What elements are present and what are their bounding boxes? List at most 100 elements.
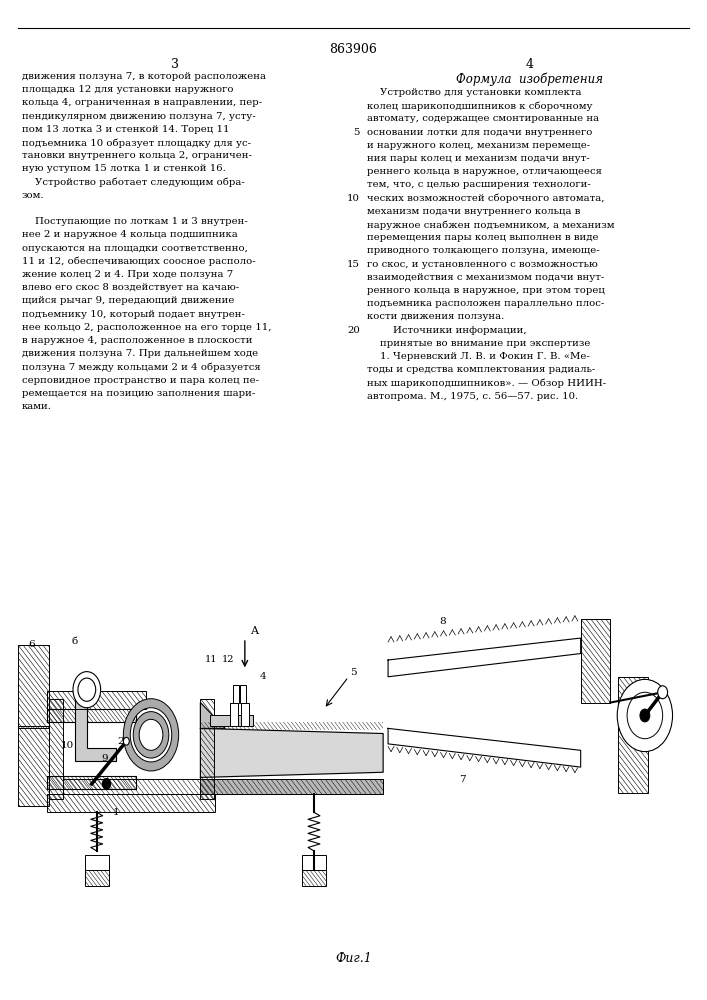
Wedge shape bbox=[133, 712, 169, 758]
Bar bbox=[85, 855, 109, 870]
Text: A: A bbox=[250, 626, 258, 636]
Bar bbox=[240, 685, 246, 703]
Text: ками.: ками. bbox=[22, 402, 52, 411]
Bar bbox=[18, 726, 49, 806]
Text: Поступающие по лоткам 1 и 3 внутрен-: Поступающие по лоткам 1 и 3 внутрен- bbox=[22, 217, 247, 226]
Text: принятые во внимание при экспертизе: принятые во внимание при экспертизе bbox=[367, 339, 590, 348]
Text: ползуна 7 между кольцами 2 и 4 образуется: ползуна 7 между кольцами 2 и 4 образуетс… bbox=[22, 362, 261, 372]
Text: механизм подачи внутреннего кольца в: механизм подачи внутреннего кольца в bbox=[367, 207, 580, 216]
Bar bbox=[241, 703, 249, 726]
Polygon shape bbox=[47, 776, 136, 789]
Text: ных шарикоподшипников». — Обзор НИИН-: ных шарикоподшипников». — Обзор НИИН- bbox=[367, 378, 606, 388]
Text: Фиг.1: Фиг.1 bbox=[335, 952, 372, 965]
Text: площадка 12 для установки наружного: площадка 12 для установки наружного bbox=[22, 85, 233, 94]
Text: 4: 4 bbox=[526, 58, 534, 71]
Bar bbox=[63, 704, 200, 794]
Circle shape bbox=[123, 737, 129, 745]
Text: опускаются на площадки соответственно,: опускаются на площадки соответственно, bbox=[22, 244, 248, 253]
Text: 11: 11 bbox=[205, 655, 218, 664]
Bar bbox=[85, 870, 109, 886]
Bar bbox=[63, 779, 383, 794]
Bar bbox=[302, 855, 326, 870]
Text: автомату, содержащее смонтированные на: автомату, содержащее смонтированные на bbox=[367, 114, 599, 123]
Text: нее 2 и наружное 4 кольца подшипника: нее 2 и наружное 4 кольца подшипника bbox=[22, 230, 238, 239]
Text: Формула  изобретения: Формула изобретения bbox=[457, 72, 604, 86]
Bar bbox=[18, 645, 49, 728]
Text: 11 и 12, обеспечивающих соосное располо-: 11 и 12, обеспечивающих соосное располо- bbox=[22, 257, 256, 266]
Text: 1. Черневский Л. В. и Фокин Г. В. «Ме-: 1. Черневский Л. В. и Фокин Г. В. «Ме- bbox=[367, 352, 590, 361]
Circle shape bbox=[103, 779, 110, 789]
Text: 10: 10 bbox=[60, 741, 74, 750]
Text: приводного толкающего ползуна, имеюще-: приводного толкающего ползуна, имеюще- bbox=[367, 246, 600, 255]
Polygon shape bbox=[200, 728, 383, 777]
Text: перемещения пары колец выполнен в виде: перемещения пары колец выполнен в виде bbox=[367, 233, 599, 242]
Polygon shape bbox=[200, 703, 225, 728]
Bar bbox=[233, 715, 253, 726]
Text: движения ползуна 7. При дальнейшем ходе: движения ползуна 7. При дальнейшем ходе bbox=[22, 349, 258, 358]
Text: основании лотки для подачи внутреннего: основании лотки для подачи внутреннего bbox=[367, 128, 592, 137]
Bar bbox=[618, 677, 648, 793]
Bar bbox=[49, 699, 63, 799]
Bar bbox=[47, 794, 215, 812]
Polygon shape bbox=[75, 696, 117, 761]
Text: пом 13 лотка 3 и стенкой 14. Торец 11: пом 13 лотка 3 и стенкой 14. Торец 11 bbox=[22, 125, 230, 134]
Text: колец шарикоподшипников к сборочному: колец шарикоподшипников к сборочному bbox=[367, 101, 592, 111]
Text: 1: 1 bbox=[113, 808, 119, 817]
Text: тановки внутреннего кольца 2, ограничен-: тановки внутреннего кольца 2, ограничен- bbox=[22, 151, 252, 160]
Text: взаимодействия с механизмом подачи внут-: взаимодействия с механизмом подачи внут- bbox=[367, 273, 604, 282]
Text: 4: 4 bbox=[259, 672, 266, 681]
Text: движения ползуна 7, в которой расположена: движения ползуна 7, в которой расположен… bbox=[22, 72, 266, 81]
Text: ную уступом 15 лотка 1 и стенкой 16.: ную уступом 15 лотка 1 и стенкой 16. bbox=[22, 164, 226, 173]
Bar bbox=[63, 779, 383, 794]
Text: нее кольцо 2, расположенное на его торце 11,: нее кольцо 2, расположенное на его торце… bbox=[22, 323, 271, 332]
Text: 6: 6 bbox=[28, 640, 35, 649]
Text: подъемника 10 образует площадку для ус-: подъемника 10 образует площадку для ус- bbox=[22, 138, 251, 147]
Polygon shape bbox=[388, 638, 580, 677]
Text: кости движения ползуна.: кости движения ползуна. bbox=[367, 312, 504, 321]
Text: серповидное пространство и пара колец пе-: серповидное пространство и пара колец пе… bbox=[22, 376, 259, 385]
Bar bbox=[302, 870, 326, 886]
Text: реннего кольца в наружное, отличающееся: реннего кольца в наружное, отличающееся bbox=[367, 167, 602, 176]
Text: го скос, и установленного с возможностью: го скос, и установленного с возможностью bbox=[367, 260, 597, 269]
Bar bbox=[210, 715, 230, 726]
Polygon shape bbox=[388, 728, 580, 767]
Circle shape bbox=[627, 692, 662, 739]
Text: 5: 5 bbox=[350, 668, 357, 677]
Text: ческих возможностей сборочного автомата,: ческих возможностей сборочного автомата, bbox=[367, 194, 604, 203]
Text: ренного кольца в наружное, при этом торец: ренного кольца в наружное, при этом торе… bbox=[367, 286, 605, 295]
Circle shape bbox=[658, 686, 667, 699]
Text: Устройство работает следующим обра-: Устройство работает следующим обра- bbox=[22, 178, 245, 187]
Bar bbox=[230, 703, 238, 726]
Text: 20: 20 bbox=[347, 326, 360, 335]
Circle shape bbox=[617, 679, 672, 752]
Text: щийся рычаг 9, передающий движение: щийся рычаг 9, передающий движение bbox=[22, 296, 235, 305]
Text: зом.: зом. bbox=[22, 191, 45, 200]
Text: ремещается на позицию заполнения шари-: ремещается на позицию заполнения шари- bbox=[22, 389, 255, 398]
Bar bbox=[47, 691, 146, 709]
Text: 2: 2 bbox=[117, 737, 124, 746]
Text: Устройство для установки комплекта: Устройство для установки комплекта bbox=[367, 88, 581, 97]
Text: 863906: 863906 bbox=[329, 43, 377, 56]
Text: тоды и средства комплектования радиаль-: тоды и средства комплектования радиаль- bbox=[367, 365, 595, 374]
Wedge shape bbox=[123, 699, 179, 771]
Text: 15: 15 bbox=[347, 260, 360, 269]
Text: 7: 7 bbox=[459, 776, 465, 784]
Bar bbox=[580, 619, 610, 703]
Bar bbox=[233, 685, 239, 703]
Text: ния пары колец и механизм подачи внут-: ния пары колец и механизм подачи внут- bbox=[367, 154, 590, 163]
Text: подъемнику 10, который подает внутрен-: подъемнику 10, который подает внутрен- bbox=[22, 310, 245, 319]
Circle shape bbox=[78, 678, 95, 701]
Circle shape bbox=[73, 672, 100, 708]
Polygon shape bbox=[47, 709, 136, 722]
Text: 9: 9 bbox=[101, 754, 108, 763]
Text: пендикулярном движению ползуна 7, усту-: пендикулярном движению ползуна 7, усту- bbox=[22, 112, 256, 121]
Text: 8: 8 bbox=[439, 617, 445, 626]
Text: подъемника расположен параллельно плос-: подъемника расположен параллельно плос- bbox=[367, 299, 604, 308]
Text: 3: 3 bbox=[171, 58, 179, 71]
Text: Источники информации,: Источники информации, bbox=[367, 326, 527, 335]
Text: влево его скос 8 воздействует на качаю-: влево его скос 8 воздействует на качаю- bbox=[22, 283, 239, 292]
Text: кольца 4, ограниченная в направлении, пер-: кольца 4, ограниченная в направлении, пе… bbox=[22, 98, 262, 107]
Text: в наружное 4, расположенное в плоскости: в наружное 4, расположенное в плоскости bbox=[22, 336, 252, 345]
Bar bbox=[200, 699, 214, 799]
Text: б: б bbox=[72, 637, 78, 646]
